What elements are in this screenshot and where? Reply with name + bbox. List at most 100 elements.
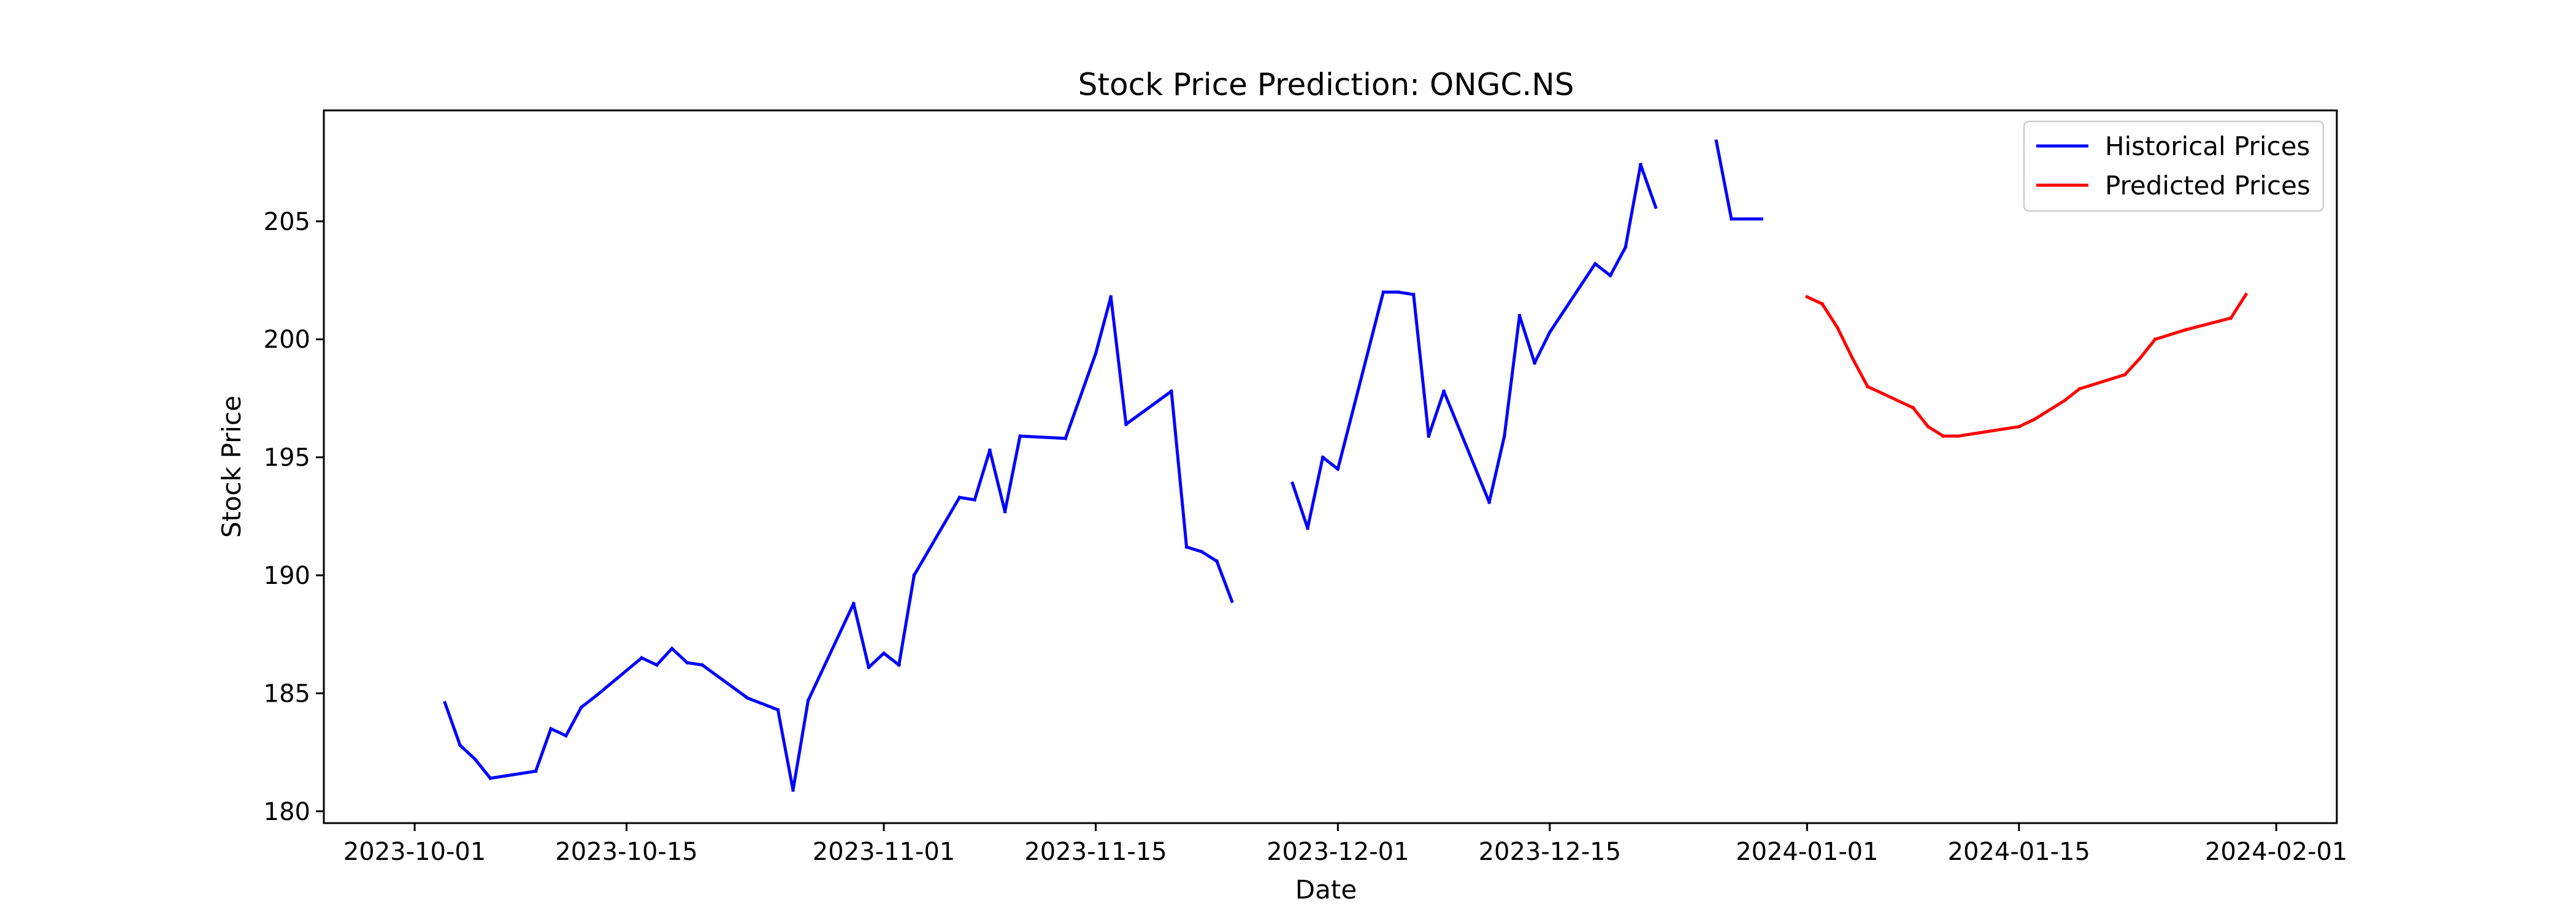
- series-historical-prices-segment: [1170, 389, 1189, 549]
- series-historical-prices-segment: [473, 757, 493, 781]
- series-predicted-prices-segment: [2047, 398, 2067, 413]
- x-tick-label: 2024-01-15: [1948, 838, 2090, 866]
- series-historical-prices-segment: [488, 769, 538, 780]
- series-predicted-prices-segment: [2122, 356, 2142, 377]
- x-tick-label: 2023-11-01: [813, 838, 955, 866]
- series-historical-prices-segment: [1064, 351, 1098, 440]
- series-historical-prices-segment: [1714, 139, 1733, 221]
- series-historical-prices-segment: [1487, 434, 1506, 504]
- series-historical-prices-segment: [1503, 313, 1522, 438]
- legend-label-predicted: Predicted Prices: [2105, 171, 2310, 201]
- series-predicted-prices: [1804, 292, 2248, 439]
- series-predicted-prices-segment: [2032, 408, 2052, 422]
- series-predicted-prices-segment: [1835, 325, 1855, 361]
- series-historical-prices-segment: [1109, 295, 1128, 426]
- series-predicted-prices-segment: [1957, 432, 1976, 438]
- series-historical-prices-segment: [1199, 550, 1219, 564]
- series-predicted-prices-segment: [1971, 424, 2021, 435]
- series-predicted-prices-segment: [1926, 424, 1945, 439]
- series-layer: [443, 139, 2248, 792]
- series-historical-prices-segment: [1290, 481, 1310, 531]
- series-historical-prices-segment: [1638, 163, 1658, 209]
- series-predicted-prices-segment: [1820, 302, 1840, 330]
- series-historical-prices-segment: [443, 700, 462, 748]
- series-historical-prices-segment: [1018, 434, 1067, 440]
- series-historical-prices-segment: [1517, 313, 1537, 365]
- series-historical-prices-segment: [1003, 434, 1022, 514]
- series-historical-prices-segment: [458, 743, 478, 762]
- series-predicted-prices-segment: [2153, 332, 2172, 342]
- series-predicted-prices-segment: [1911, 405, 1931, 429]
- series-historical-prices-segment: [578, 693, 599, 710]
- series-historical-prices-segment: [881, 651, 902, 667]
- x-tick-label: 2024-01-01: [1736, 838, 1878, 866]
- series-predicted-prices-segment: [1804, 294, 1825, 306]
- chart-title: Stock Price Prediction: ONGC.NS: [1078, 67, 1574, 102]
- series-predicted-prices-segment: [2077, 372, 2127, 391]
- series-predicted-prices-segment: [2062, 386, 2082, 403]
- series-historical-prices-segment: [670, 646, 689, 665]
- series-historical-prices-segment: [1336, 290, 1386, 471]
- series-historical-prices-segment: [1397, 290, 1416, 296]
- legend: Historical Prices Predicted Prices: [2023, 120, 2325, 212]
- series-historical-prices: [443, 139, 1763, 792]
- x-tick-label: 2023-10-01: [343, 838, 486, 866]
- legend-box: [2023, 120, 2325, 212]
- series-historical-prices-segment: [745, 696, 780, 712]
- y-axis: 180 185 190 195 200 205: [264, 208, 324, 826]
- x-axis: 2023-10-01 2023-10-15 2023-11-01 2023-11-15…: [343, 823, 2348, 866]
- series-historical-prices-segment: [1593, 261, 1613, 278]
- series-historical-prices-segment: [1124, 389, 1174, 427]
- series-historical-prices-segment: [1623, 163, 1643, 250]
- x-tick-label: 2023-12-15: [1479, 838, 1621, 866]
- x-tick-label: 2023-10-15: [555, 838, 697, 866]
- series-predicted-prices-segment: [2017, 417, 2036, 429]
- y-tick-label: 205: [264, 208, 310, 236]
- series-historical-prices-segment: [639, 656, 659, 667]
- series-historical-prices-segment: [1547, 261, 1598, 335]
- x-tick-label: 2024-02-01: [2205, 838, 2347, 866]
- plot-frame: [323, 109, 2338, 824]
- series-historical-prices-segment: [548, 726, 569, 738]
- legend-label-historical: Historical Prices: [2105, 131, 2310, 161]
- series-historical-prices-segment: [1184, 545, 1204, 554]
- series-historical-prices-segment: [987, 448, 1007, 514]
- x-tick-label: 2023-11-15: [1024, 838, 1167, 866]
- series-historical-prices-segment: [1214, 559, 1234, 604]
- series-predicted-prices-segment: [1850, 356, 1870, 389]
- series-historical-prices-segment: [1441, 389, 1492, 504]
- series-historical-prices-segment: [1411, 293, 1431, 438]
- series-historical-prices-segment: [1608, 245, 1628, 278]
- y-axis-label: Stock Price: [217, 396, 247, 538]
- series-predicted-prices-segment: [2228, 292, 2248, 321]
- series-predicted-prices-segment: [2168, 328, 2188, 337]
- series-historical-prices-segment: [806, 601, 856, 703]
- series-historical-prices-segment: [685, 661, 704, 667]
- series-historical-prices-segment: [791, 699, 810, 792]
- series-predicted-prices-segment: [1865, 384, 1915, 410]
- series-historical-prices-segment: [1321, 455, 1340, 472]
- series-historical-prices-segment: [957, 496, 976, 502]
- y-tick-label: 195: [264, 444, 310, 472]
- series-historical-prices-segment: [594, 656, 644, 698]
- series-historical-prices-segment: [866, 651, 886, 670]
- series-predicted-prices-segment: [2183, 316, 2233, 332]
- series-historical-prices-segment: [1306, 455, 1325, 530]
- y-tick-label: 180: [264, 798, 310, 826]
- series-historical-prices-segment: [564, 705, 583, 738]
- x-axis-label: Date: [1295, 875, 1357, 905]
- series-predicted-prices-segment: [2137, 337, 2158, 361]
- series-historical-prices-segment: [1427, 389, 1446, 439]
- series-historical-prices-segment: [972, 448, 992, 502]
- series-historical-prices-segment: [911, 495, 962, 578]
- y-tick-label: 200: [264, 326, 310, 354]
- series-historical-prices-segment: [654, 646, 675, 667]
- series-historical-prices-segment: [1532, 330, 1552, 366]
- x-tick-label: 2023-12-01: [1267, 838, 1409, 866]
- y-tick-label: 190: [264, 562, 310, 590]
- series-historical-prices-segment: [897, 573, 916, 667]
- series-historical-prices-segment: [1094, 294, 1113, 356]
- series-historical-prices-segment: [776, 708, 795, 792]
- series-historical-prices-segment: [534, 726, 553, 773]
